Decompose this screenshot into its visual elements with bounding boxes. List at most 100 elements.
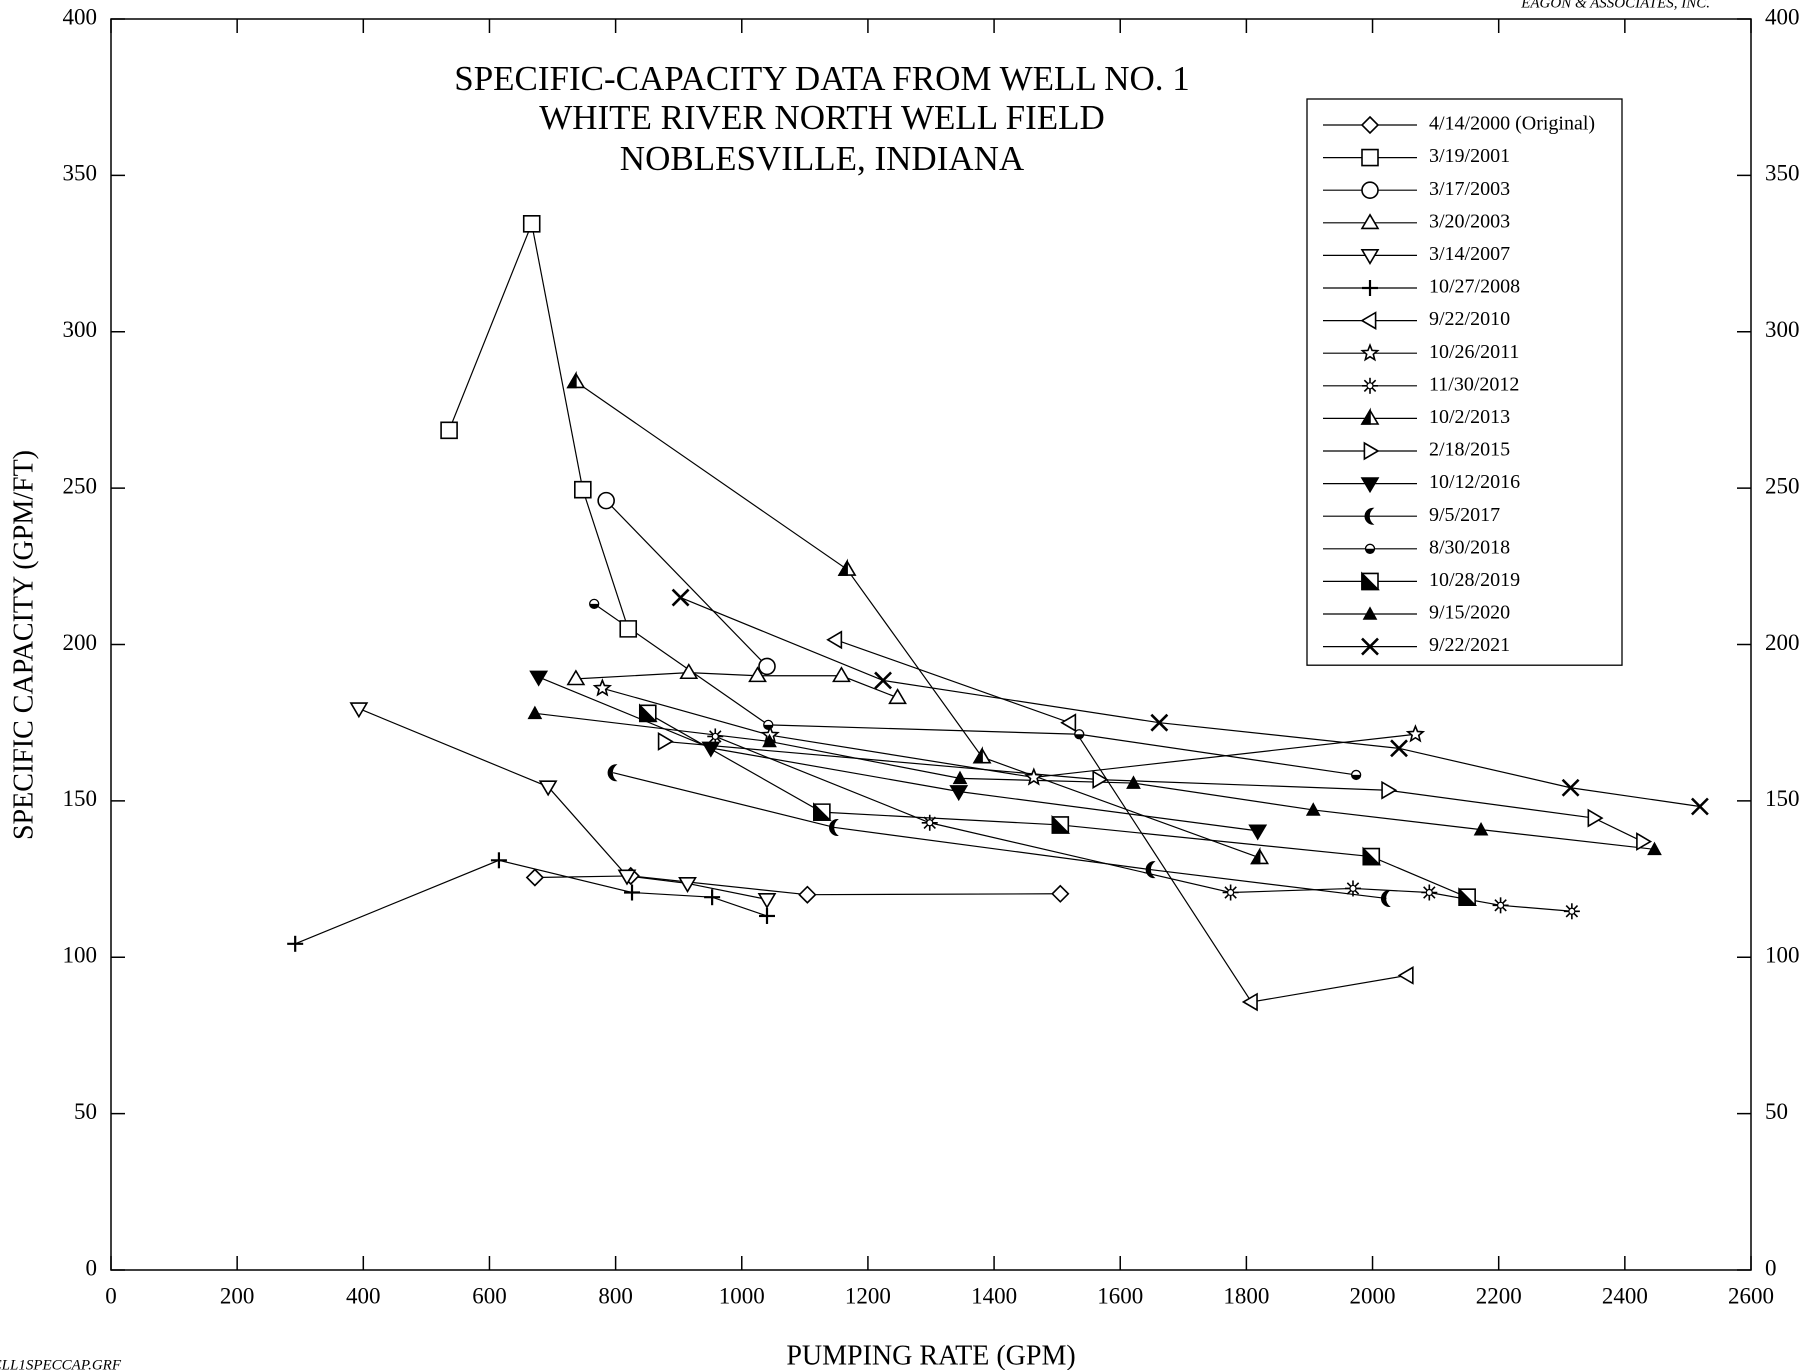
marker [678, 877, 697, 894]
marker [671, 588, 690, 607]
legend-label: 10/2/2013 [1429, 406, 1510, 428]
x-tick-label: 1200 [845, 1283, 891, 1308]
marker [1051, 815, 1071, 834]
x-tick-label: 200 [220, 1283, 255, 1308]
legend-marker [1360, 311, 1377, 330]
marker [1561, 778, 1580, 797]
series-line [605, 500, 768, 667]
marker [1636, 832, 1653, 851]
legend-box [1306, 98, 1623, 666]
marker-shape [566, 370, 577, 389]
legend-marker [1364, 543, 1376, 554]
marker-shape [619, 620, 638, 638]
marker-shape [1361, 637, 1379, 656]
marker-shape [1473, 821, 1489, 836]
marker [763, 719, 774, 731]
marker-shape [1250, 846, 1261, 865]
marker [538, 780, 558, 797]
marker-shape [678, 877, 697, 894]
marker-shape [1360, 477, 1380, 494]
marker-shape [1092, 770, 1109, 790]
x-tick-label: 1000 [719, 1283, 765, 1308]
legend-label: 9/5/2017 [1429, 504, 1500, 526]
series-line [593, 603, 1357, 776]
marker-shape [527, 705, 543, 720]
marker [617, 869, 637, 886]
marker-shape [1060, 713, 1077, 733]
y2-tick-label: 350 [1765, 161, 1800, 186]
marker-shape [1362, 606, 1378, 620]
marker [349, 702, 369, 719]
marker [566, 370, 586, 389]
legend-label: 3/14/2007 [1429, 243, 1510, 265]
marker-shape [1363, 441, 1380, 461]
marker-shape [566, 669, 586, 686]
marker [1241, 992, 1258, 1012]
series-line [680, 597, 1700, 808]
marker [1074, 729, 1085, 740]
marker [1051, 884, 1070, 903]
legend-marker [1361, 571, 1380, 591]
series-line [835, 639, 1408, 1003]
legend-marker [1361, 637, 1379, 656]
marker [1397, 965, 1414, 985]
marker-shape [1248, 824, 1268, 841]
marker-shape [748, 666, 767, 683]
y2-tick-label: 100 [1765, 943, 1800, 968]
marker-shape [1365, 548, 1375, 554]
y2-tick-label: 400 [1765, 4, 1800, 29]
marker [704, 889, 721, 906]
marker-shape [1150, 713, 1169, 732]
marker [1405, 724, 1426, 743]
marker [1362, 846, 1382, 866]
marker-shape [758, 657, 776, 676]
marker [888, 688, 907, 705]
marker [1587, 808, 1604, 828]
marker-shape [1361, 148, 1379, 167]
marker-shape [592, 678, 613, 697]
marker-shape [1051, 815, 1071, 834]
y-tick-label: 150 [63, 786, 98, 811]
legend-marker [1360, 477, 1380, 494]
credit: EAGON & ASSOCIATES, INC. [1520, 0, 1710, 11]
marker [597, 491, 615, 510]
y2-tick-label: 250 [1765, 473, 1800, 498]
marker [757, 892, 777, 909]
marker [589, 598, 600, 609]
marker-shape [757, 892, 777, 909]
marker [1060, 713, 1077, 733]
marker [837, 558, 857, 576]
marker [829, 818, 839, 836]
marker-shape [671, 588, 690, 607]
series-line [534, 875, 1061, 896]
marker [679, 663, 699, 680]
legend-label: 9/15/2020 [1429, 602, 1510, 624]
marker [1150, 713, 1169, 732]
marker [1421, 884, 1438, 901]
marker [1145, 861, 1156, 879]
legend-marker [1360, 213, 1380, 230]
marker-shape [574, 480, 592, 499]
marker-shape [949, 785, 969, 802]
marker-shape [638, 703, 658, 723]
marker [490, 852, 507, 869]
marker-shape [1390, 739, 1408, 758]
y2-tick-label: 150 [1765, 786, 1800, 811]
marker-shape [1362, 846, 1382, 866]
legend-label: 3/20/2003 [1429, 210, 1510, 232]
legend-label: 2/18/2015 [1429, 439, 1510, 461]
marker [758, 657, 776, 676]
legend-label: 11/30/2012 [1429, 373, 1519, 395]
x-tick-label: 2200 [1476, 1283, 1522, 1308]
marker [1390, 739, 1408, 758]
marker-shape [1360, 249, 1380, 265]
chart-title: SPECIFIC-CAPACITY DATA FROM WELL NO. 1 [454, 59, 1190, 98]
marker-shape [813, 802, 832, 821]
marker-shape [1647, 841, 1662, 856]
marker-shape [798, 885, 817, 904]
marker [748, 666, 767, 683]
x-tick-label: 0 [105, 1283, 117, 1308]
marker [1344, 880, 1361, 897]
series-line [612, 772, 1387, 900]
x-axis-label: PUMPING RATE (GPM) [786, 1340, 1075, 1370]
